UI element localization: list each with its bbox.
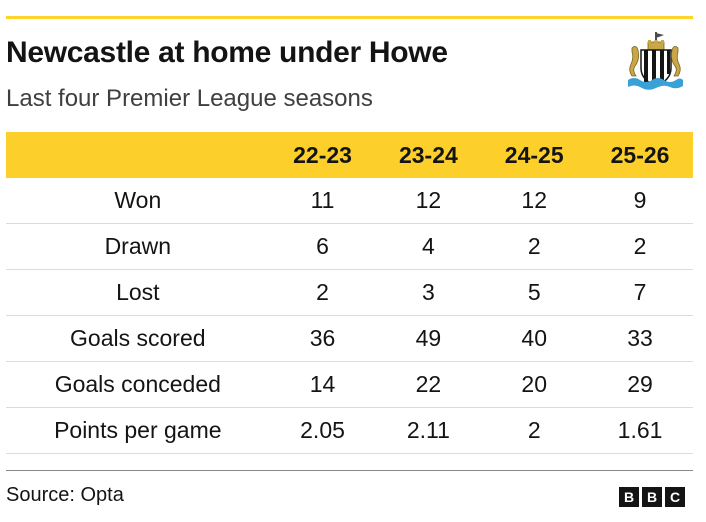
- source-note: Source: Opta: [6, 484, 124, 506]
- header-cell-season: 22-23: [293, 141, 352, 168]
- table-cell: 49: [415, 325, 442, 351]
- table-cell: 9: [633, 187, 647, 213]
- table-cell: 7: [633, 279, 647, 305]
- row-label: Goals conceded: [54, 371, 221, 397]
- chart-subtitle: Last four Premier League seasons: [6, 85, 373, 112]
- table-cell: 12: [415, 187, 442, 213]
- table-cell: 6: [316, 233, 329, 259]
- footer-rule: [6, 470, 693, 471]
- table-row: Goals scored 36 49 40 33: [6, 316, 693, 362]
- row-label: Won: [114, 187, 162, 213]
- row-label: Drawn: [104, 233, 172, 259]
- header-cell-season: 25-26: [610, 141, 670, 168]
- top-accent-rule: [6, 16, 693, 19]
- table-header-row: 22-23 23-24 24-25 25-26: [6, 132, 693, 178]
- stats-table: 22-23 23-24 24-25 25-26 Won 11 12 12 9 D…: [6, 132, 693, 454]
- header-cell-season: 24-25: [504, 141, 564, 168]
- table-cell: 36: [309, 325, 336, 351]
- table-cell: 3: [421, 279, 435, 305]
- bbc-logo-letter: B: [619, 487, 639, 507]
- table-row: Won 11 12 12 9: [6, 178, 693, 224]
- table-cell: 2: [527, 233, 541, 259]
- table-cell: 20: [521, 371, 548, 397]
- table-cell: 1.61: [617, 417, 663, 443]
- table-row: Points per game 2.05 2.11 2 1.61: [6, 408, 693, 454]
- table-row: Drawn 6 4 2 2: [6, 224, 693, 270]
- table-cell: 22: [415, 371, 442, 397]
- table-cell: 12: [521, 187, 548, 213]
- table-cell: 5: [527, 279, 541, 305]
- bbc-logo-letter: B: [642, 487, 662, 507]
- table-cell: 40: [521, 325, 548, 351]
- newcastle-united-crest-icon: [628, 32, 683, 90]
- bbc-logo: B B C: [619, 487, 685, 507]
- table-cell: 33: [627, 325, 653, 351]
- table-cell: 14: [309, 371, 336, 397]
- header-cell-season: 23-24: [398, 141, 458, 168]
- bbc-logo-letter: C: [665, 487, 685, 507]
- row-label: Points per game: [54, 417, 222, 443]
- table-cell: 2: [527, 417, 541, 443]
- row-label: Goals scored: [70, 325, 206, 351]
- table-cell: 2.11: [406, 417, 450, 443]
- table-cell: 2: [316, 279, 329, 305]
- table-cell: 4: [421, 233, 435, 259]
- chart-title: Newcastle at home under Howe: [6, 36, 448, 69]
- table-cell: 2.05: [300, 417, 345, 443]
- table-row: Goals conceded 14 22 20 29: [6, 362, 693, 408]
- table-row: Lost 2 3 5 7: [6, 270, 693, 316]
- table-cell: 29: [627, 371, 653, 397]
- table-cell: 11: [310, 187, 335, 213]
- table-cell: 2: [633, 233, 647, 259]
- row-label: Lost: [116, 279, 160, 305]
